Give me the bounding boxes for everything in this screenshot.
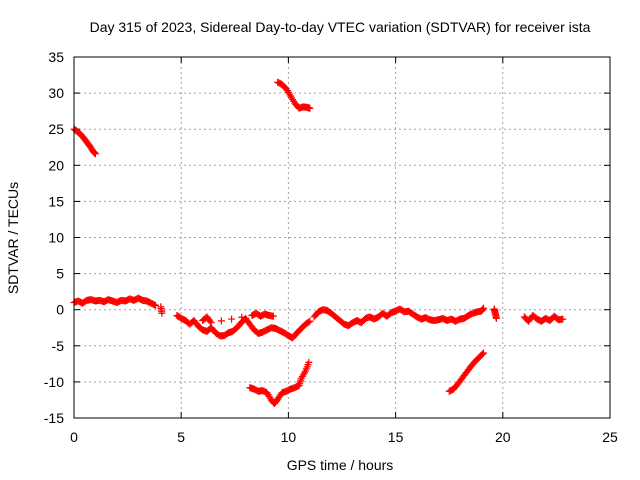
data-point — [306, 104, 314, 112]
series-arc-late-isolated — [490, 305, 500, 322]
x-tick-label: 25 — [602, 429, 618, 445]
data-point — [217, 317, 225, 325]
y-tick-label: -5 — [52, 338, 65, 354]
plot-frame — [73, 56, 611, 419]
data-point — [478, 350, 486, 358]
series-arc-late-rise — [445, 349, 488, 395]
y-tick-label: 5 — [56, 266, 64, 282]
series-arc-early-high — [70, 125, 99, 158]
data-point — [305, 358, 313, 366]
data-points — [70, 78, 567, 408]
y-tick-label: 35 — [48, 49, 64, 65]
y-tick-label: 25 — [48, 121, 64, 137]
data-point — [305, 318, 313, 326]
series-arc-early-low — [70, 294, 159, 309]
x-tick-label: 20 — [495, 429, 511, 445]
x-tick-label: 0 — [70, 429, 78, 445]
y-tick-label: 0 — [56, 302, 64, 318]
data-point — [228, 315, 236, 323]
x-tick-label: 5 — [177, 429, 185, 445]
data-point — [269, 312, 277, 320]
data-point — [91, 150, 99, 158]
series-arc-mid-upper — [199, 309, 277, 327]
y-tick-label: -10 — [44, 374, 64, 390]
x-tick-label: 10 — [281, 429, 297, 445]
y-tick-label: 20 — [48, 157, 64, 173]
axis-ticks: 0 5 10 15 20 25 -15 -10 -5 0 5 10 15 20 25 30 35 — [44, 49, 618, 445]
chart-title: Day 315 of 2023, Sidereal Day-to-day VTE… — [90, 19, 591, 35]
y-tick-label: 15 — [48, 193, 64, 209]
series-arc-dip — [246, 358, 313, 408]
data-point — [492, 314, 500, 322]
y-tick-label: -15 — [44, 410, 64, 426]
y-axis-label: SDTVAR / TECUs — [5, 182, 21, 294]
data-point — [207, 319, 215, 327]
grid-lines — [74, 57, 610, 418]
series-arc-end — [520, 311, 567, 325]
data-point — [151, 301, 159, 309]
x-tick-label: 15 — [388, 429, 404, 445]
series-arc-late-low — [310, 304, 488, 330]
data-point — [559, 315, 567, 323]
data-point — [158, 309, 166, 317]
series-arc-isolated — [157, 303, 166, 317]
y-tick-label: 10 — [48, 230, 64, 246]
series-arc-high — [274, 78, 314, 112]
y-tick-label: 30 — [48, 85, 64, 101]
data-point — [206, 317, 214, 325]
series-arc-mid-low — [173, 311, 314, 342]
data-point — [480, 304, 488, 312]
data-point — [238, 313, 246, 321]
data-point — [306, 317, 314, 325]
x-axis-label: GPS time / hours — [287, 457, 394, 473]
data-point — [480, 349, 488, 357]
